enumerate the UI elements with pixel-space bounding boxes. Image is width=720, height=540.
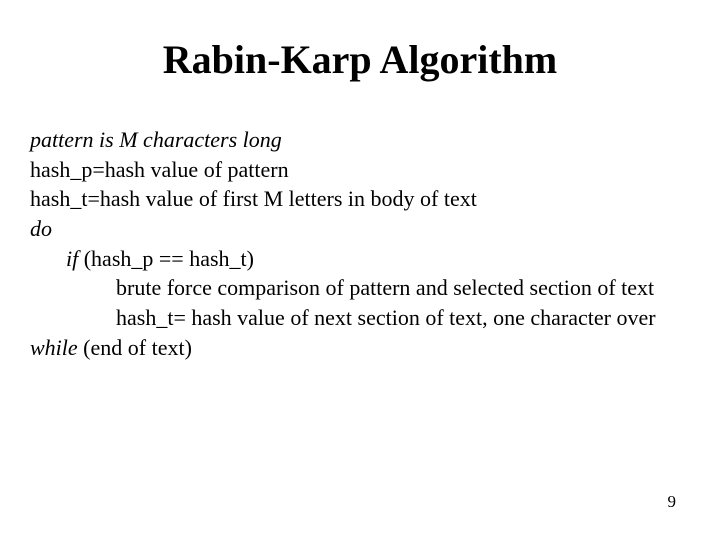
- pseudo-line-6: brute force comparison of pattern and se…: [30, 273, 690, 303]
- if-condition: (hash_p == hash_t): [78, 246, 254, 271]
- keyword-do: do: [30, 216, 52, 241]
- slide: Rabin-Karp Algorithm pattern is M charac…: [0, 0, 720, 540]
- pseudo-line-4: do: [30, 214, 690, 244]
- pseudo-line-8: while (end of text): [30, 333, 690, 363]
- pseudo-line-7: hash_t= hash value of next section of te…: [30, 303, 690, 333]
- keyword-if: if: [66, 246, 78, 271]
- pseudo-line-2: hash_p=hash value of pattern: [30, 155, 690, 185]
- page-number: 9: [668, 492, 677, 512]
- while-condition: (end of text): [78, 335, 192, 360]
- slide-body: pattern is M characters long hash_p=hash…: [30, 125, 690, 363]
- keyword-while: while: [30, 335, 78, 360]
- pseudo-line-1: pattern is M characters long: [30, 125, 690, 155]
- slide-title: Rabin-Karp Algorithm: [30, 36, 690, 83]
- pseudo-line-3: hash_t=hash value of first M letters in …: [30, 184, 690, 214]
- pseudo-line-5: if (hash_p == hash_t): [30, 244, 690, 274]
